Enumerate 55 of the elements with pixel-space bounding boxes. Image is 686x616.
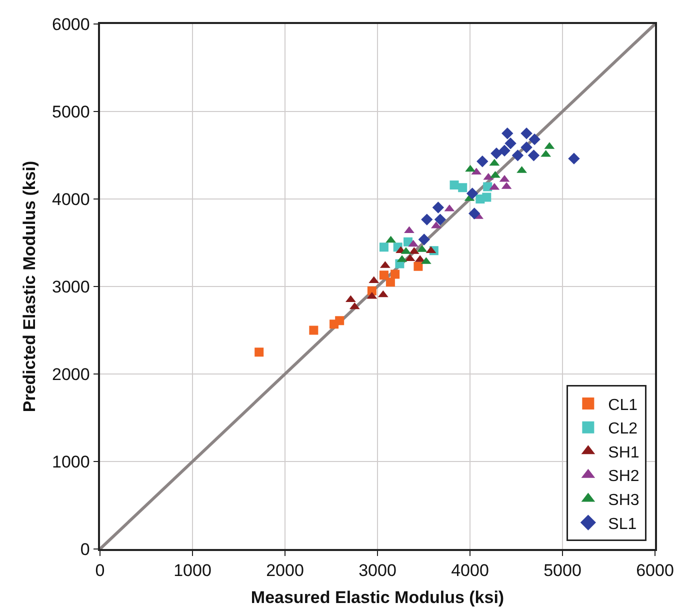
point	[421, 214, 433, 226]
x-tick-label: 4000	[451, 561, 489, 580]
x-tick-label: 0	[95, 561, 105, 580]
point	[512, 150, 524, 162]
point	[490, 170, 500, 178]
point	[390, 270, 400, 279]
x-tick-label: 6000	[636, 561, 674, 580]
legend-label: SH3	[608, 492, 640, 509]
point	[520, 142, 532, 154]
point	[386, 278, 395, 287]
point	[528, 133, 540, 146]
point	[418, 234, 430, 246]
y-tick-label: 2000	[52, 364, 90, 384]
point	[434, 214, 446, 226]
point	[468, 208, 480, 220]
point	[466, 188, 478, 200]
x-axis-title: Measured Elastic Modulus (ksi)	[250, 588, 504, 608]
y-tick-label: 3000	[52, 277, 90, 296]
legend-label: CL2	[608, 420, 638, 438]
y-tick-label: 4000	[52, 190, 90, 209]
y-axis-title: Predicted Elastic Modulus (ksi)	[20, 160, 40, 412]
point	[408, 240, 418, 247]
x-tick-label: 1000	[174, 561, 212, 580]
x-tick-label: 5000	[544, 561, 582, 580]
point	[432, 202, 444, 214]
point	[568, 152, 580, 164]
point	[482, 192, 492, 202]
point	[404, 226, 414, 234]
x-tick-label: 2000	[266, 561, 304, 580]
legend-label: SH1	[608, 444, 640, 462]
point	[254, 348, 264, 357]
legend-label: SH2	[608, 468, 640, 486]
point	[465, 164, 476, 172]
point	[490, 148, 502, 160]
point	[504, 138, 516, 150]
point	[520, 128, 532, 140]
y-tick-label: 1000	[52, 452, 90, 472]
point	[476, 156, 488, 168]
point	[450, 180, 459, 190]
legend-label: SL1	[608, 516, 637, 533]
x-tick-label: 3000	[358, 561, 396, 580]
point	[379, 270, 388, 280]
point	[379, 242, 388, 252]
y-tick-label: 0	[80, 540, 90, 559]
point	[483, 182, 492, 192]
point	[335, 316, 344, 326]
point	[502, 128, 514, 140]
point	[414, 262, 423, 271]
point	[498, 144, 510, 156]
y-tick-label: 5000	[52, 102, 90, 122]
point	[458, 183, 468, 192]
point	[309, 326, 318, 335]
y-tick-label: 6000	[52, 14, 90, 34]
point	[528, 150, 540, 162]
legend-label: CL1	[608, 396, 638, 414]
